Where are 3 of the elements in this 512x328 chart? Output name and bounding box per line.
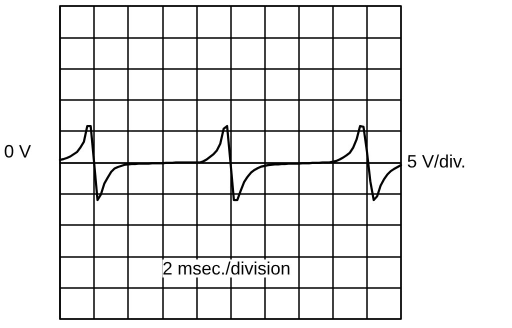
text: 2 msec./division [162,258,291,279]
text: 5 V/div. [407,152,466,172]
text: 0 V [4,142,32,162]
